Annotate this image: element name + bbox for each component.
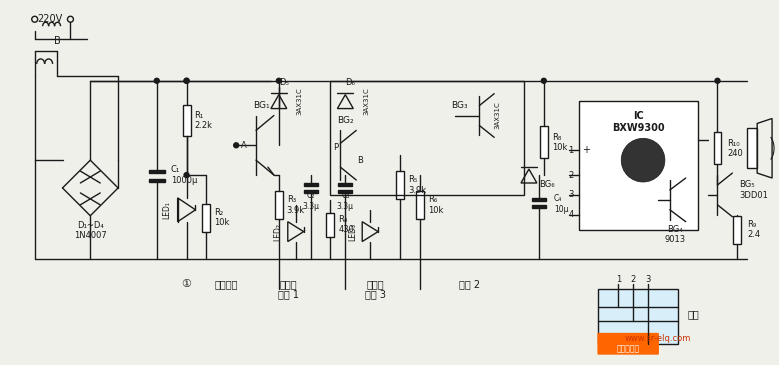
Text: 电极 2: 电极 2	[459, 279, 480, 289]
Text: B: B	[358, 155, 363, 165]
Circle shape	[277, 78, 281, 83]
Text: C₂
3.3μ: C₂ 3.3μ	[302, 191, 319, 211]
Circle shape	[234, 143, 238, 148]
Circle shape	[184, 78, 189, 83]
Text: 电极 3: 电极 3	[365, 289, 386, 299]
Text: ①: ①	[182, 279, 192, 289]
Text: 220V: 220V	[37, 14, 63, 24]
Text: R₄
430: R₄ 430	[338, 215, 354, 234]
Text: 水位低: 水位低	[366, 279, 384, 289]
Bar	[149, 179, 164, 182]
Text: 3AX31C: 3AX31C	[297, 87, 303, 115]
Text: A: A	[241, 141, 247, 150]
Bar	[182, 105, 191, 137]
Text: BG₅
3DD01: BG₅ 3DD01	[739, 180, 768, 200]
Text: R₁
2.2k: R₁ 2.2k	[195, 111, 213, 130]
Text: 4: 4	[569, 210, 573, 219]
Bar	[540, 126, 548, 158]
Text: R₁₀
240: R₁₀ 240	[728, 139, 743, 158]
Bar	[747, 128, 757, 168]
Bar	[304, 183, 318, 186]
Bar	[733, 216, 742, 243]
Bar	[416, 191, 424, 219]
Text: P: P	[333, 143, 338, 152]
Text: R₉
2.4: R₉ 2.4	[747, 220, 760, 239]
Circle shape	[621, 138, 665, 182]
Text: BG₄
9013: BG₄ 9013	[664, 225, 686, 244]
Text: 3AX31C: 3AX31C	[363, 87, 369, 115]
Text: LED₃: LED₃	[347, 223, 357, 241]
Text: D₆: D₆	[345, 78, 355, 87]
Bar	[338, 190, 352, 193]
Text: C₄
10μ: C₄ 10μ	[554, 194, 568, 214]
Text: 3: 3	[568, 191, 573, 199]
Bar	[149, 170, 164, 173]
Bar	[330, 81, 524, 195]
Circle shape	[715, 78, 720, 83]
Text: 1: 1	[615, 275, 621, 284]
Circle shape	[184, 78, 189, 83]
Text: BG₁: BG₁	[252, 101, 270, 110]
Text: +: +	[583, 145, 590, 155]
Text: BG₂: BG₂	[337, 116, 354, 125]
Text: 电源指示: 电源指示	[214, 279, 238, 289]
Text: C₁
1000μ: C₁ 1000μ	[171, 165, 197, 185]
Text: R₂
10k: R₂ 10k	[214, 208, 230, 227]
Text: B: B	[55, 36, 61, 46]
Bar	[714, 132, 721, 164]
Text: 3: 3	[645, 275, 650, 284]
Text: BG₃: BG₃	[451, 101, 467, 110]
Bar	[338, 183, 352, 186]
Text: 水位高: 水位高	[280, 279, 298, 289]
Circle shape	[184, 173, 189, 177]
Text: R₃
3.9k: R₃ 3.9k	[287, 195, 305, 215]
Text: 2: 2	[630, 275, 636, 284]
Text: BG₆: BG₆	[539, 180, 555, 189]
Text: 1N4007: 1N4007	[74, 231, 107, 240]
Text: R₆
10k: R₆ 10k	[428, 195, 443, 215]
Circle shape	[154, 78, 159, 83]
Text: LED₂: LED₂	[273, 223, 282, 241]
Text: R₈
10k: R₈ 10k	[552, 132, 567, 152]
Bar	[396, 171, 404, 199]
Text: D₁~D₄: D₁~D₄	[77, 221, 104, 230]
Text: C₃
3.3μ: C₃ 3.3μ	[337, 191, 354, 211]
FancyBboxPatch shape	[597, 333, 659, 355]
Text: D₅: D₅	[279, 78, 289, 87]
Bar	[532, 198, 546, 201]
Bar	[203, 204, 210, 232]
Circle shape	[541, 78, 546, 83]
Bar	[598, 289, 678, 344]
Text: R₅
3.9k: R₅ 3.9k	[408, 175, 426, 195]
Text: 水筱: 水筱	[688, 309, 700, 319]
Bar	[275, 191, 283, 219]
Text: www.sr-elq.com: www.sr-elq.com	[625, 334, 691, 343]
Text: BXW9300: BXW9300	[612, 123, 664, 134]
Bar	[532, 205, 546, 208]
Text: 1: 1	[569, 146, 573, 155]
Text: 3AX31C: 3AX31C	[494, 101, 500, 129]
Text: LED₁: LED₁	[162, 201, 171, 219]
Bar	[326, 213, 334, 237]
Text: 电极 1: 电极 1	[278, 289, 299, 299]
Text: 2: 2	[569, 170, 573, 180]
Text: IC: IC	[633, 111, 643, 120]
Text: 广东电路网: 广东电路网	[617, 344, 640, 353]
Bar	[304, 190, 318, 193]
Bar	[579, 101, 698, 230]
